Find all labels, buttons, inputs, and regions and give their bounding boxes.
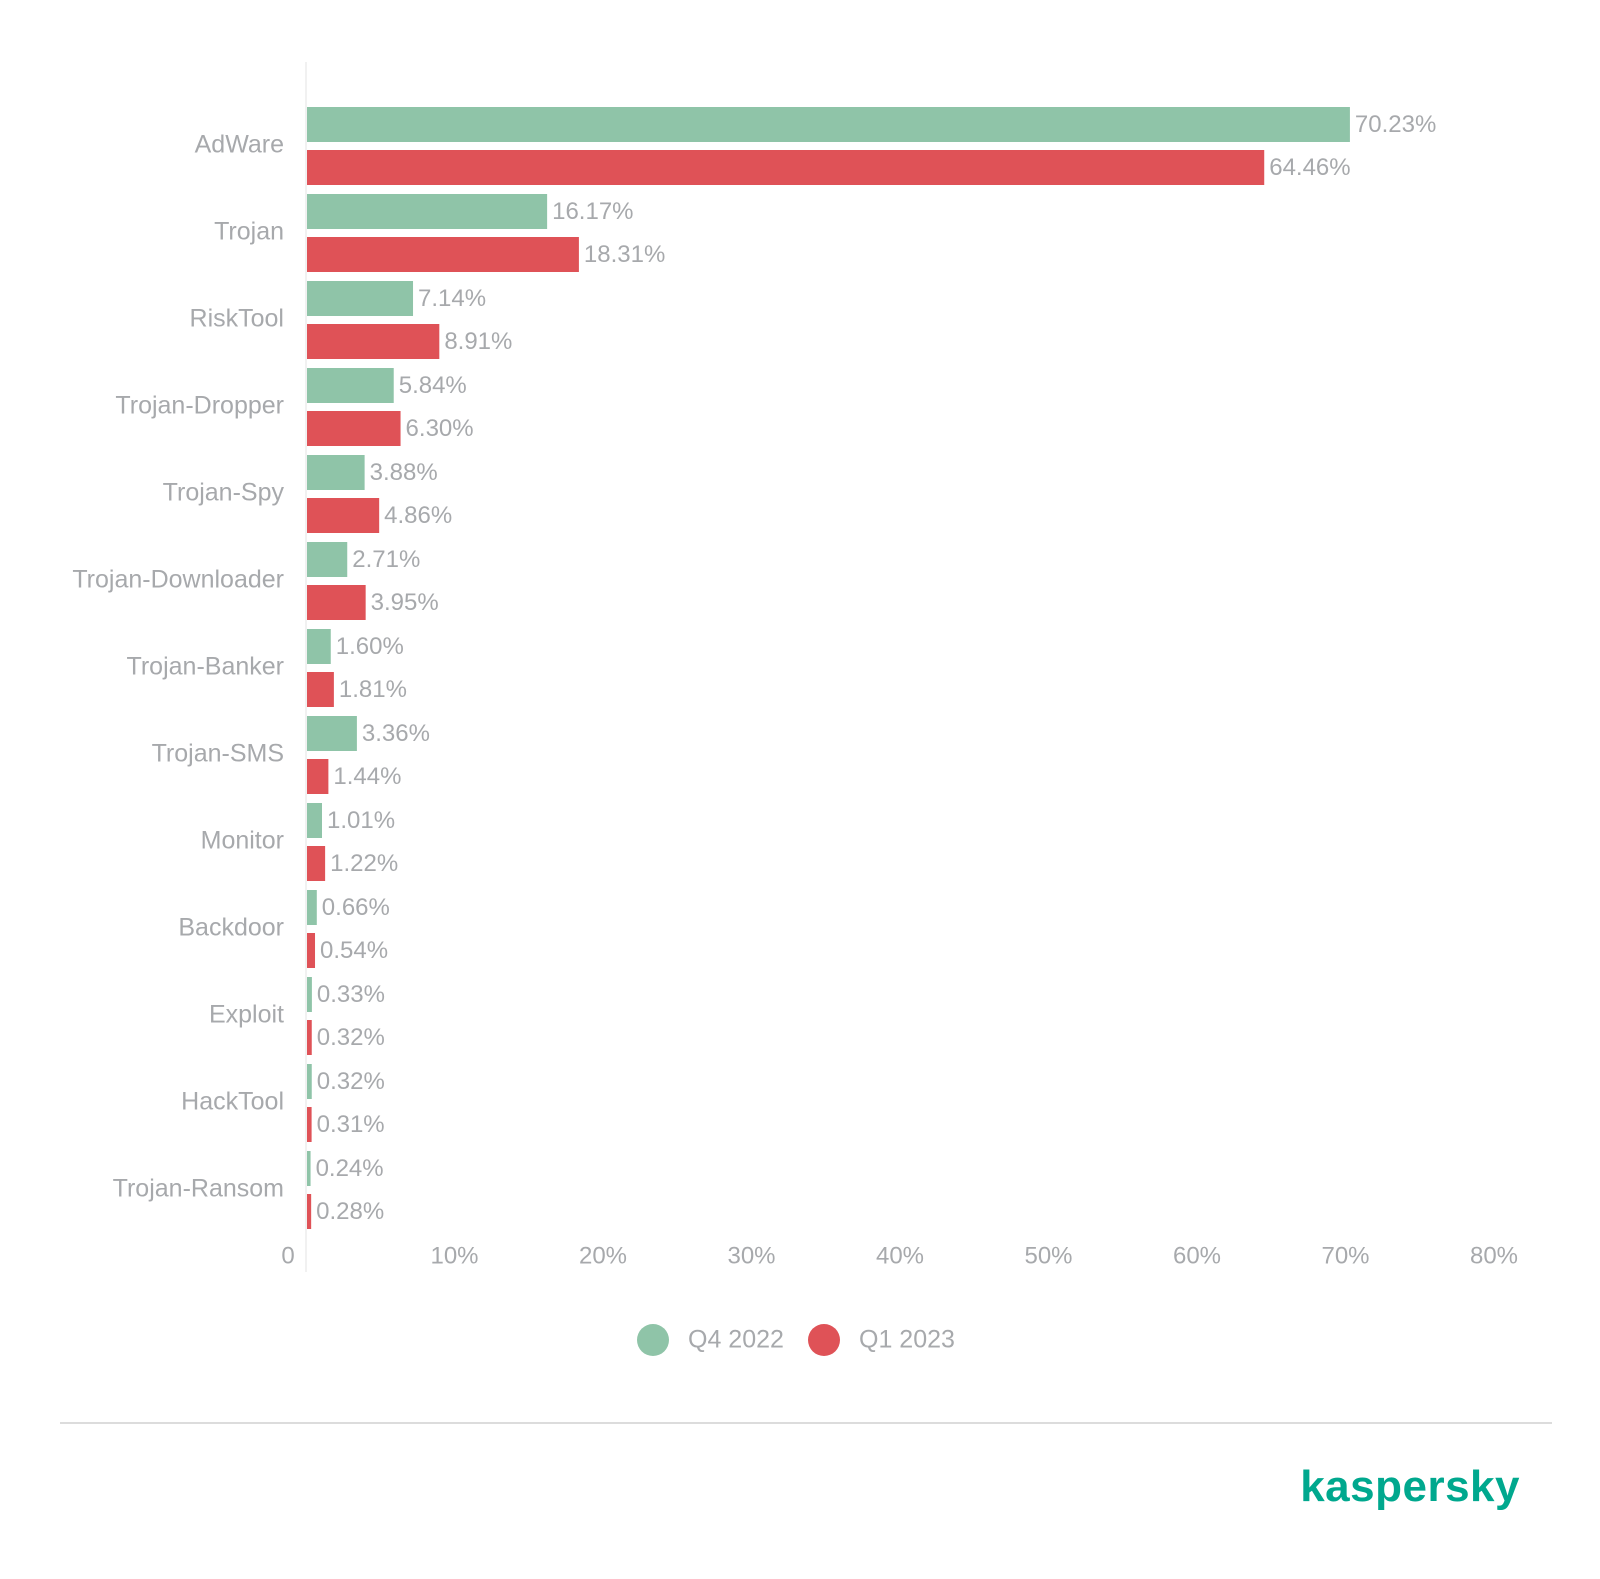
data-label: 0.32% [317,1068,385,1095]
x-tick-label: 30% [727,1242,775,1269]
data-label: 0.54% [320,937,388,964]
data-label: 2.71% [352,546,420,573]
bar-q4-2022 [307,281,414,316]
data-label: 6.30% [406,415,474,442]
bar-q4-2022 [307,542,348,577]
data-label: 8.91% [444,328,512,355]
legend-marker-q1-2023 [808,1324,840,1356]
bar-q4-2022 [307,1151,311,1186]
bar-q1-2023 [307,672,334,707]
data-label: 16.17% [552,198,633,225]
data-label: 70.23% [1355,111,1436,138]
category-label: AdWare [195,131,284,159]
category-label: Backdoor [178,914,284,942]
category-label: Trojan-Banker [127,653,284,681]
category-label: Monitor [201,827,284,855]
legend-label-q4-2022: Q4 2022 [688,1326,784,1354]
category-label: Trojan-Ransom [113,1175,284,1203]
bar-q4-2022 [307,629,331,664]
data-label: 0.31% [317,1111,385,1138]
bar-q1-2023 [307,846,326,881]
x-tick-label: 20% [579,1242,627,1269]
data-label: 3.36% [362,720,430,747]
kaspersky-logo: kaspersky [1300,1462,1520,1511]
data-label: 1.44% [333,763,401,790]
bar-q1-2023 [307,324,440,359]
bar-q4-2022 [307,977,312,1012]
data-label: 0.24% [316,1155,384,1182]
bar-q4-2022 [307,107,1350,142]
bar-q4-2022 [307,716,357,751]
bar-q1-2023 [307,1194,312,1229]
bar-q4-2022 [307,1064,312,1099]
data-label: 4.86% [384,502,452,529]
legend-marker-q4-2022 [637,1324,669,1356]
bar-q1-2023 [307,1107,312,1142]
x-tick-label: 70% [1321,1242,1369,1269]
bar-q4-2022 [307,194,548,229]
x-tick-label: 80% [1470,1242,1518,1269]
bar-q4-2022 [307,890,317,925]
data-label: 1.01% [327,807,395,834]
data-label: 0.28% [316,1198,384,1225]
category-label: Trojan-Downloader [72,566,284,594]
bar-q1-2023 [307,585,366,620]
x-tick-label: 0 [281,1242,294,1269]
data-label: 1.22% [330,850,398,877]
x-tick-label: 40% [876,1242,924,1269]
data-label: 0.33% [317,981,385,1008]
legend-label-q1-2023: Q1 2023 [859,1326,955,1354]
data-label: 0.66% [322,894,390,921]
bar-q1-2023 [307,1020,312,1055]
data-label: 1.81% [339,676,407,703]
category-label: Exploit [209,1001,284,1029]
category-label: Trojan-Spy [163,479,285,507]
data-label: 3.95% [371,589,439,616]
bar-q1-2023 [307,933,316,968]
data-label: 1.60% [336,633,404,660]
bar-q1-2023 [307,759,329,794]
data-label: 3.88% [370,459,438,486]
category-label: Trojan-SMS [152,740,284,768]
data-label: 64.46% [1269,154,1350,181]
bar-q1-2023 [307,411,401,446]
bar-q4-2022 [307,455,365,490]
category-label: HackTool [181,1088,284,1116]
bar-q1-2023 [307,237,579,272]
data-label: 5.84% [399,372,467,399]
data-label: 7.14% [418,285,486,312]
x-tick-label: 60% [1173,1242,1221,1269]
x-tick-label: 50% [1024,1242,1072,1269]
data-label: 0.32% [317,1024,385,1051]
bar-q1-2023 [307,150,1265,185]
bar-q4-2022 [307,368,394,403]
data-label: 18.31% [584,241,665,268]
bar-q4-2022 [307,803,322,838]
category-label: RiskTool [190,305,284,333]
bar-q1-2023 [307,498,380,533]
category-label: Trojan-Dropper [115,392,284,420]
x-tick-label: 10% [430,1242,478,1269]
category-label: Trojan [214,218,284,246]
